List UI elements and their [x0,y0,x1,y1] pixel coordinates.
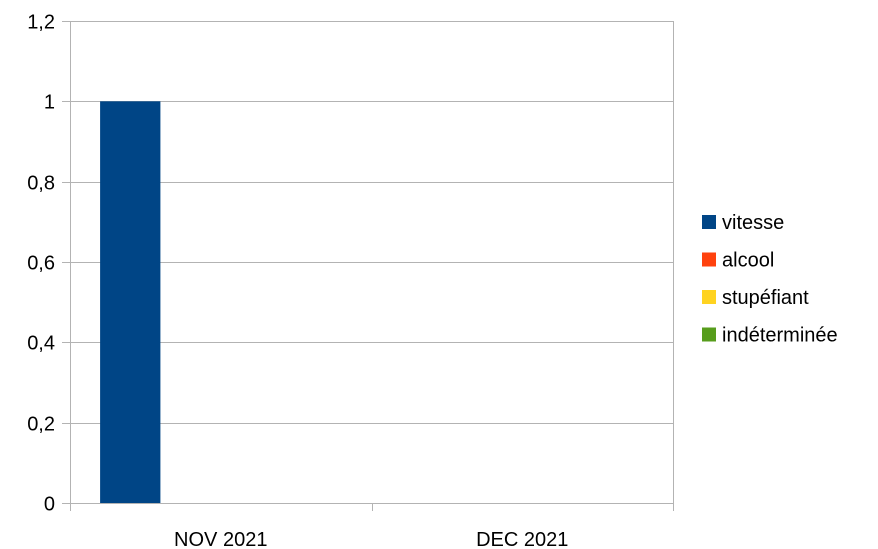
legend-label: vitesse [722,212,784,234]
legend-swatch-stupéfiant [702,290,716,304]
y-tick-label: 0,6 [27,253,55,275]
y-tick-label: 0,8 [27,173,55,195]
x-tick-label: DEC 2021 [476,529,568,549]
axes [62,21,674,511]
x-tick-label: NOV 2021 [174,529,267,549]
y-tick-label: 1,2 [27,12,55,34]
legend: vitesse alcool stupéfiant indéterminée [702,212,838,347]
bar-vitesse [100,101,161,504]
y-axis-tick-labels: 0 0,2 0,4 0,6 0,8 1 1,2 [27,12,55,516]
legend-label: stupéfiant [722,287,809,309]
legend-swatch-vitesse [702,215,716,229]
x-axis-tick-labels: NOV 2021 DEC 2021 [174,529,568,549]
bars [100,101,161,504]
y-tick-label: 0 [44,494,55,516]
y-tick-label: 0,4 [27,333,55,355]
y-tick-label: 1 [44,92,55,114]
legend-swatch-alcool [702,252,716,267]
legend-swatch-indéterminée [702,327,716,342]
legend-label: indéterminée [722,325,838,347]
y-tick-label: 0,2 [27,414,55,436]
legend-label: alcool [722,250,774,272]
gridlines [70,21,674,504]
